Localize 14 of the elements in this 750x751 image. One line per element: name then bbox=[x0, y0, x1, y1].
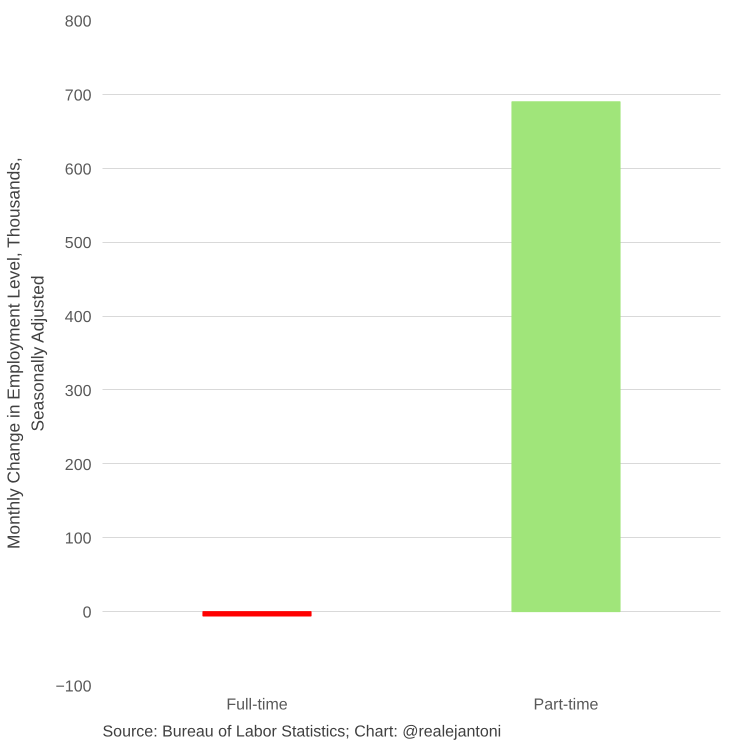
y-axis-title: Monthly Change in Employment Level, Thousands, Seasonally Adjusted bbox=[3, 157, 48, 550]
y-tick-label: 300 bbox=[64, 382, 92, 400]
y-tick-label: 0 bbox=[82, 604, 92, 622]
y-tick-label: 500 bbox=[64, 235, 92, 252]
y-tick-label: 100 bbox=[64, 530, 92, 548]
source-note: Source: Bureau of Labor Statistics; Chart: @realejantoni bbox=[102, 724, 502, 740]
y-tick-label: 700 bbox=[64, 87, 92, 104]
y-tick-label: 400 bbox=[64, 309, 92, 326]
y-tick-label: 600 bbox=[64, 161, 92, 178]
y-tick-label: 800 bbox=[64, 14, 92, 30]
x-tick-label: Part-time bbox=[534, 696, 599, 714]
x-tick-label: Full-time bbox=[226, 696, 288, 714]
y-tick-label: 200 bbox=[64, 456, 92, 474]
y-tick-label: −100 bbox=[55, 678, 92, 696]
